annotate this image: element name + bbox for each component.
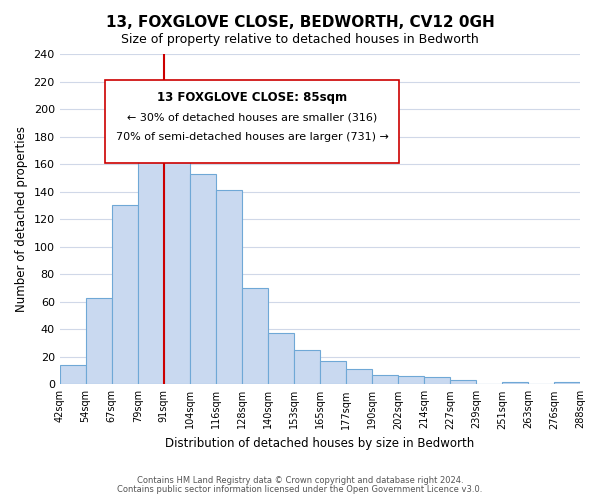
- Bar: [320, 361, 346, 384]
- Bar: [424, 378, 450, 384]
- Bar: [346, 369, 372, 384]
- Bar: [112, 206, 138, 384]
- Text: Contains HM Land Registry data © Crown copyright and database right 2024.: Contains HM Land Registry data © Crown c…: [137, 476, 463, 485]
- Bar: [502, 382, 528, 384]
- X-axis label: Distribution of detached houses by size in Bedworth: Distribution of detached houses by size …: [165, 437, 475, 450]
- Text: 13, FOXGLOVE CLOSE, BEDWORTH, CV12 0GH: 13, FOXGLOVE CLOSE, BEDWORTH, CV12 0GH: [106, 15, 494, 30]
- Bar: [164, 109, 190, 384]
- Bar: [450, 380, 476, 384]
- Text: Size of property relative to detached houses in Bedworth: Size of property relative to detached ho…: [121, 32, 479, 46]
- Bar: [86, 298, 112, 384]
- Bar: [372, 374, 398, 384]
- Bar: [59, 365, 86, 384]
- Text: 13 FOXGLOVE CLOSE: 85sqm: 13 FOXGLOVE CLOSE: 85sqm: [157, 92, 347, 104]
- Text: 70% of semi-detached houses are larger (731) →: 70% of semi-detached houses are larger (…: [116, 132, 388, 142]
- Text: Contains public sector information licensed under the Open Government Licence v3: Contains public sector information licen…: [118, 485, 482, 494]
- Bar: [294, 350, 320, 384]
- Bar: [190, 174, 216, 384]
- Bar: [398, 376, 424, 384]
- Y-axis label: Number of detached properties: Number of detached properties: [15, 126, 28, 312]
- Text: ← 30% of detached houses are smaller (316): ← 30% of detached houses are smaller (31…: [127, 112, 377, 122]
- Bar: [216, 190, 242, 384]
- Bar: [554, 382, 580, 384]
- Bar: [268, 334, 294, 384]
- Bar: [242, 288, 268, 384]
- Bar: [138, 150, 164, 384]
